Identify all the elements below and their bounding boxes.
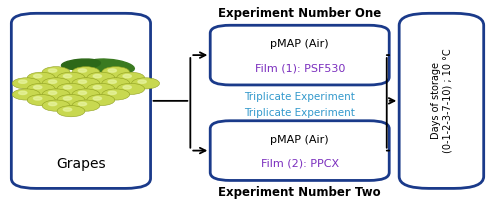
Circle shape <box>64 75 72 78</box>
Text: Film (2): PPCX: Film (2): PPCX <box>260 159 339 169</box>
Circle shape <box>102 67 130 78</box>
Circle shape <box>34 75 42 78</box>
Circle shape <box>72 67 100 78</box>
Circle shape <box>64 97 72 100</box>
Circle shape <box>87 72 115 83</box>
Circle shape <box>12 78 40 89</box>
Circle shape <box>48 80 57 83</box>
Ellipse shape <box>87 59 134 74</box>
FancyBboxPatch shape <box>210 25 389 85</box>
Circle shape <box>108 69 116 72</box>
Circle shape <box>93 86 102 89</box>
Circle shape <box>123 86 132 89</box>
Circle shape <box>18 91 27 95</box>
Ellipse shape <box>62 59 100 69</box>
Text: pMAP (Air): pMAP (Air) <box>270 135 329 145</box>
Text: Grapes: Grapes <box>56 157 106 171</box>
Circle shape <box>27 83 55 95</box>
Text: Days of storage
(0-1-2-3-7-10) ; 10 °C: Days of storage (0-1-2-3-7-10) ; 10 °C <box>430 48 452 153</box>
Circle shape <box>87 95 115 106</box>
Circle shape <box>48 102 57 106</box>
Circle shape <box>48 69 57 72</box>
Circle shape <box>42 89 70 100</box>
Circle shape <box>78 102 86 106</box>
Circle shape <box>57 95 85 106</box>
Circle shape <box>87 83 115 95</box>
Text: Film (1): PSF530: Film (1): PSF530 <box>254 63 345 73</box>
FancyBboxPatch shape <box>210 121 389 180</box>
Text: Triplicate Experiment: Triplicate Experiment <box>244 92 355 102</box>
Circle shape <box>116 83 144 95</box>
Circle shape <box>64 86 72 89</box>
Circle shape <box>108 91 116 95</box>
Circle shape <box>108 80 116 83</box>
Circle shape <box>27 95 55 106</box>
Circle shape <box>34 86 42 89</box>
Circle shape <box>34 97 42 100</box>
FancyBboxPatch shape <box>12 13 150 188</box>
Circle shape <box>72 78 100 89</box>
Circle shape <box>78 69 86 72</box>
Text: Experiment Number Two: Experiment Number Two <box>218 186 381 199</box>
Circle shape <box>57 83 85 95</box>
Circle shape <box>18 80 27 83</box>
Circle shape <box>102 78 130 89</box>
Circle shape <box>132 78 160 89</box>
Circle shape <box>12 89 40 100</box>
Circle shape <box>102 89 130 100</box>
Text: Experiment Number One: Experiment Number One <box>218 7 382 20</box>
Circle shape <box>138 80 146 83</box>
Text: Triplicate Experiment: Triplicate Experiment <box>244 108 355 118</box>
Circle shape <box>78 80 86 83</box>
Text: pMAP (Air): pMAP (Air) <box>270 39 329 49</box>
FancyBboxPatch shape <box>399 13 483 188</box>
Circle shape <box>42 78 70 89</box>
Circle shape <box>116 72 144 83</box>
Circle shape <box>78 91 86 95</box>
Circle shape <box>57 72 85 83</box>
Circle shape <box>72 89 100 100</box>
Circle shape <box>123 75 132 78</box>
Circle shape <box>42 67 70 78</box>
Circle shape <box>48 91 57 95</box>
Circle shape <box>27 72 55 83</box>
Circle shape <box>64 108 72 111</box>
Circle shape <box>42 100 70 111</box>
Circle shape <box>72 100 100 111</box>
Circle shape <box>93 75 102 78</box>
Circle shape <box>57 106 85 117</box>
Circle shape <box>93 97 102 100</box>
